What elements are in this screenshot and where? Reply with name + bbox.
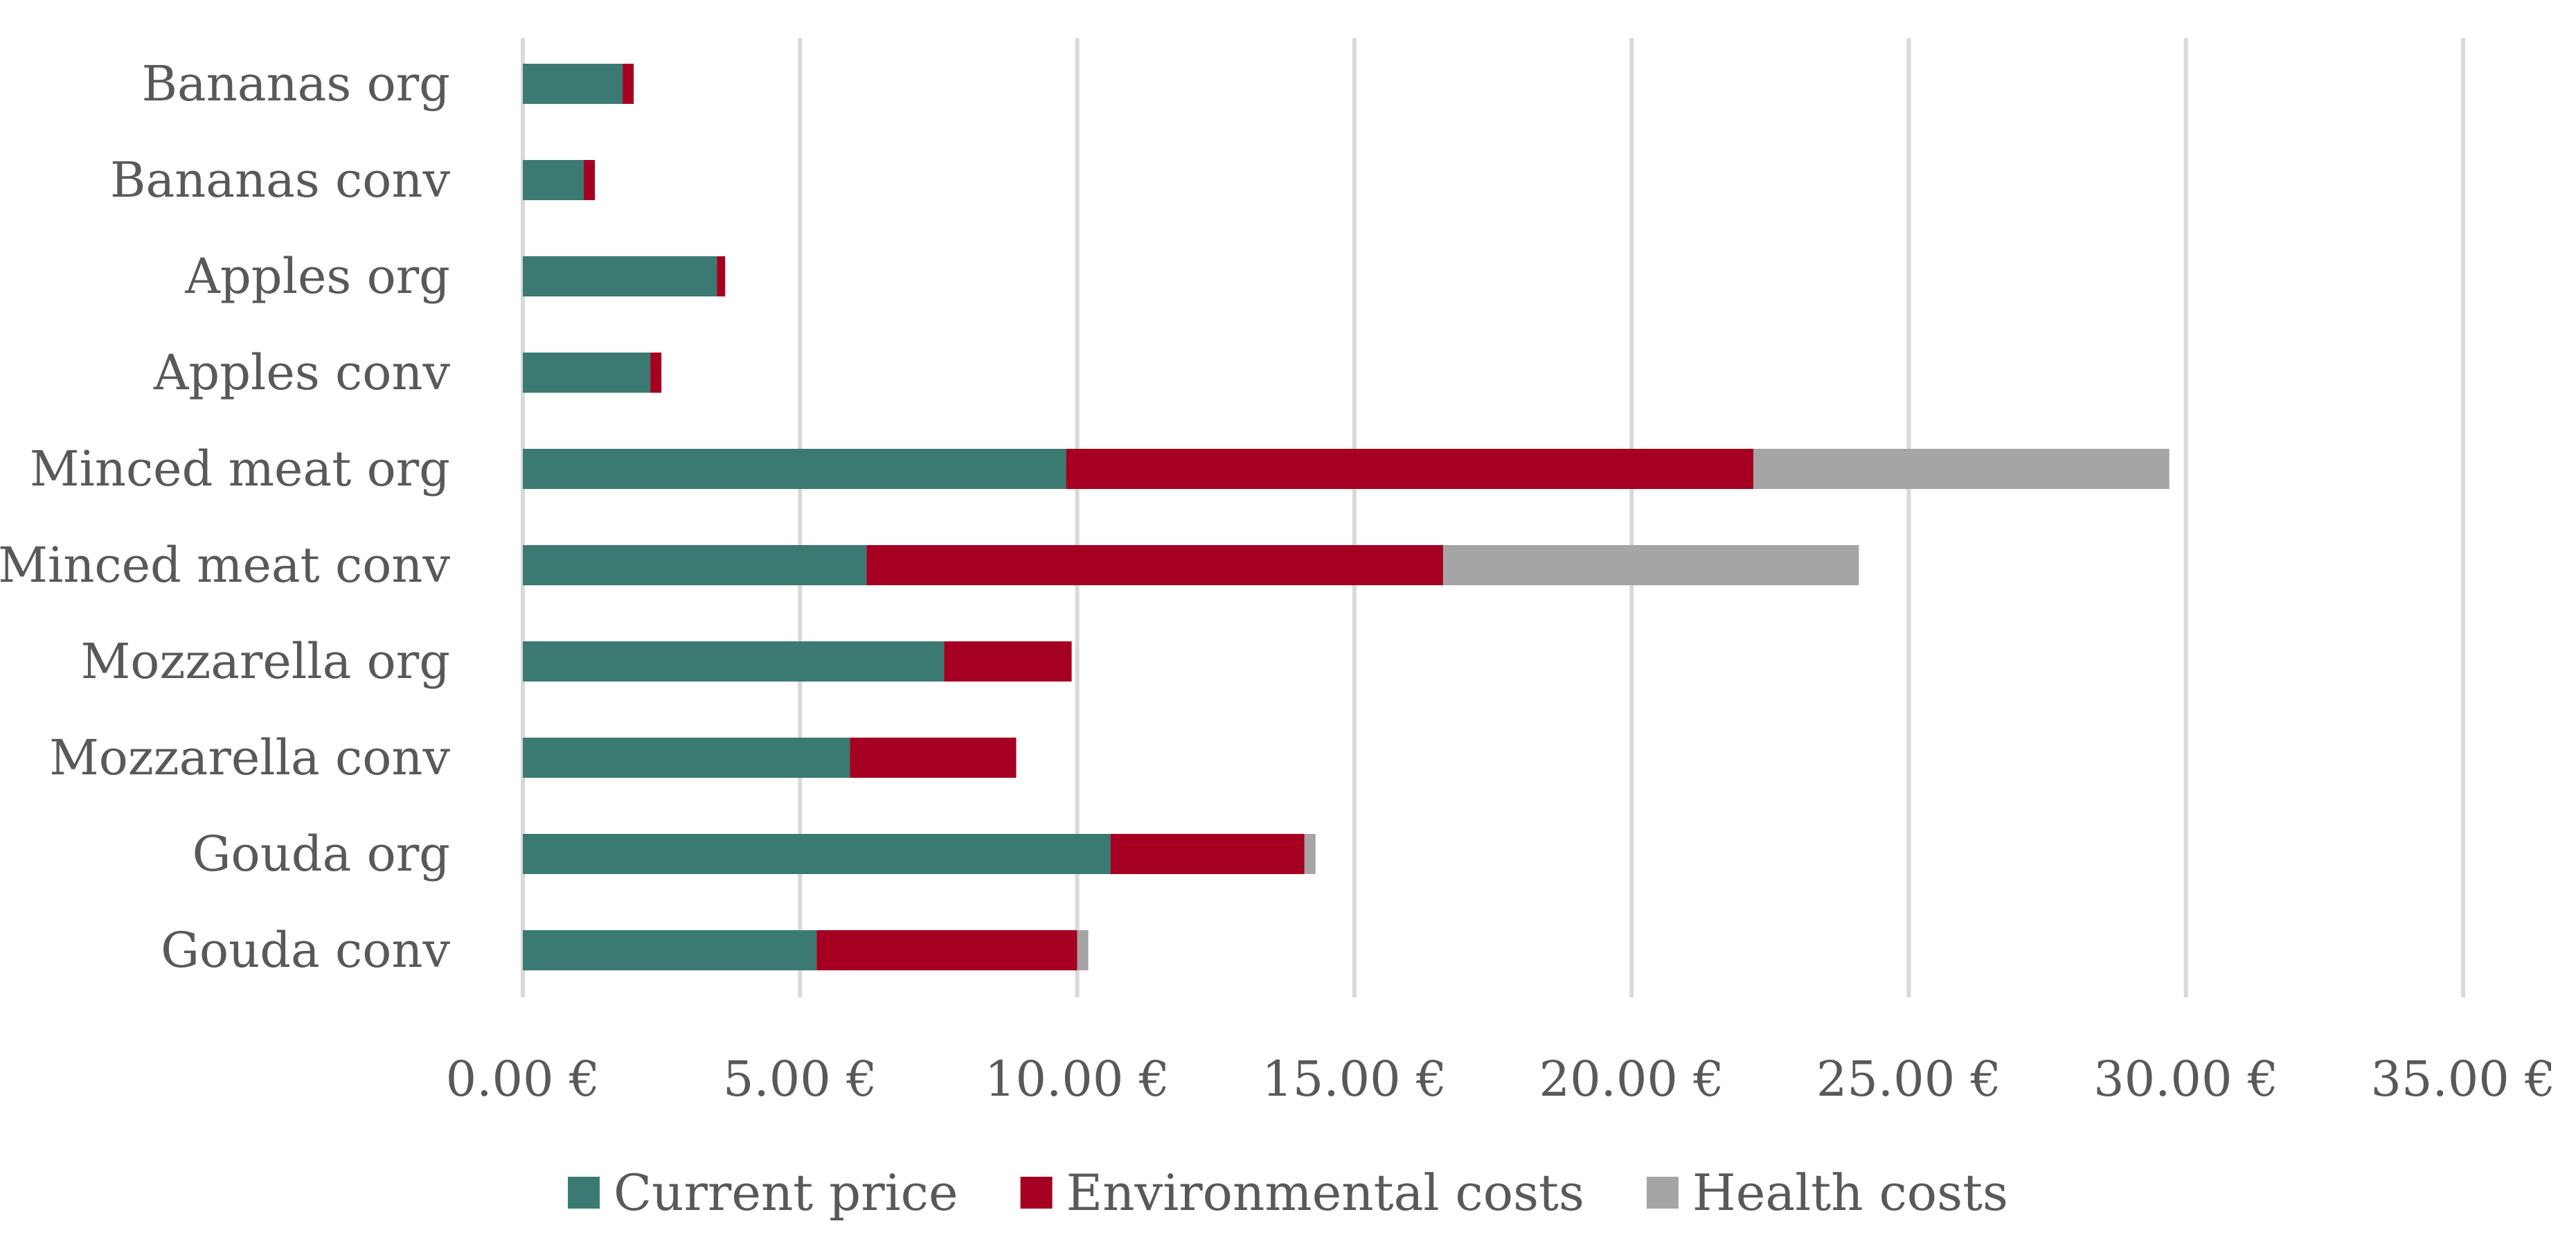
bar-gouda-conv-current-price xyxy=(523,930,817,970)
x-tick-label: 0.00 € xyxy=(446,1051,600,1107)
bar-mozzarella-org-environmental-costs xyxy=(944,641,1072,682)
bar-bananas-conv-current-price xyxy=(523,160,584,200)
category-labels: Bananas org Bananas conv Apples org Apples … xyxy=(0,55,450,979)
bar-gouda-org-environmental-costs xyxy=(1110,834,1305,874)
bar-apples-org-environmental-costs xyxy=(717,256,726,296)
bar-gouda-conv-health-costs xyxy=(1077,930,1089,970)
x-tick-labels: 0.00 € 5.00 € 10.00 € 15.00 € 20.00 € 25.00 €… xyxy=(446,1051,2556,1107)
bar-minced-meat-conv-environmental-costs xyxy=(866,545,1443,585)
bar-bananas-org-environmental-costs xyxy=(623,64,634,104)
bar-gouda-conv-environmental-costs xyxy=(816,930,1077,970)
legend-swatch-health-costs xyxy=(1646,1177,1679,1209)
bar-gouda-org-health-costs xyxy=(1304,834,1316,874)
bar-apples-conv-current-price xyxy=(523,353,651,393)
legend-item-environmental-costs: Environmental costs xyxy=(1020,1164,1584,1222)
bar-minced-meat-conv-health-costs xyxy=(1442,545,1859,585)
bar-apples-org-current-price xyxy=(523,256,717,296)
category-label-apples-org: Apples org xyxy=(184,248,450,305)
bar-minced-meat-org-health-costs xyxy=(1753,449,2170,489)
legend-label-current-price: Current price xyxy=(614,1164,958,1222)
x-tick-label: 35.00 € xyxy=(2370,1051,2555,1107)
legend-item-current-price: Current price xyxy=(568,1164,958,1222)
legend: Current price Environmental costs Health c… xyxy=(568,1164,2008,1222)
legend-label-health-costs: Health costs xyxy=(1692,1164,2008,1222)
bars xyxy=(523,64,2170,970)
x-tick-label: 5.00 € xyxy=(723,1051,877,1107)
bar-minced-meat-conv-current-price xyxy=(523,545,867,585)
category-label-minced-meat-org: Minced meat org xyxy=(30,440,450,497)
bar-minced-meat-org-current-price xyxy=(523,449,1066,489)
category-label-mozzarella-org: Mozzarella org xyxy=(81,633,450,690)
category-label-gouda-org: Gouda org xyxy=(193,826,450,882)
bar-gouda-org-current-price xyxy=(523,834,1111,874)
category-label-apples-conv: Apples conv xyxy=(153,344,451,401)
category-label-minced-meat-conv: Minced meat conv xyxy=(0,537,450,594)
legend-item-health-costs: Health costs xyxy=(1646,1164,2008,1222)
x-tick-label: 20.00 € xyxy=(1539,1051,1724,1107)
category-label-gouda-conv: Gouda conv xyxy=(161,922,450,979)
legend-label-environmental-costs: Environmental costs xyxy=(1066,1164,1584,1222)
bar-mozzarella-conv-current-price xyxy=(523,738,850,778)
bar-bananas-conv-environmental-costs xyxy=(584,160,596,200)
category-label-mozzarella-conv: Mozzarella conv xyxy=(49,729,450,786)
x-tick-label: 15.00 € xyxy=(1262,1051,1447,1107)
category-label-bananas-conv: Bananas conv xyxy=(110,152,450,208)
bar-mozzarella-org-current-price xyxy=(523,641,945,682)
category-label-bananas-org: Bananas org xyxy=(142,55,450,112)
bar-bananas-org-current-price xyxy=(523,64,623,104)
gridlines xyxy=(521,38,2465,997)
bar-mozzarella-conv-environmental-costs xyxy=(850,738,1017,778)
x-tick-label: 10.00 € xyxy=(985,1051,1170,1107)
bar-apples-conv-environmental-costs xyxy=(650,353,662,393)
x-tick-label: 25.00 € xyxy=(1816,1051,2001,1107)
legend-swatch-current-price xyxy=(568,1177,600,1209)
bar-minced-meat-org-environmental-costs xyxy=(1066,449,1754,489)
legend-swatch-environmental-costs xyxy=(1020,1177,1053,1209)
x-tick-label: 30.00 € xyxy=(2093,1051,2278,1107)
